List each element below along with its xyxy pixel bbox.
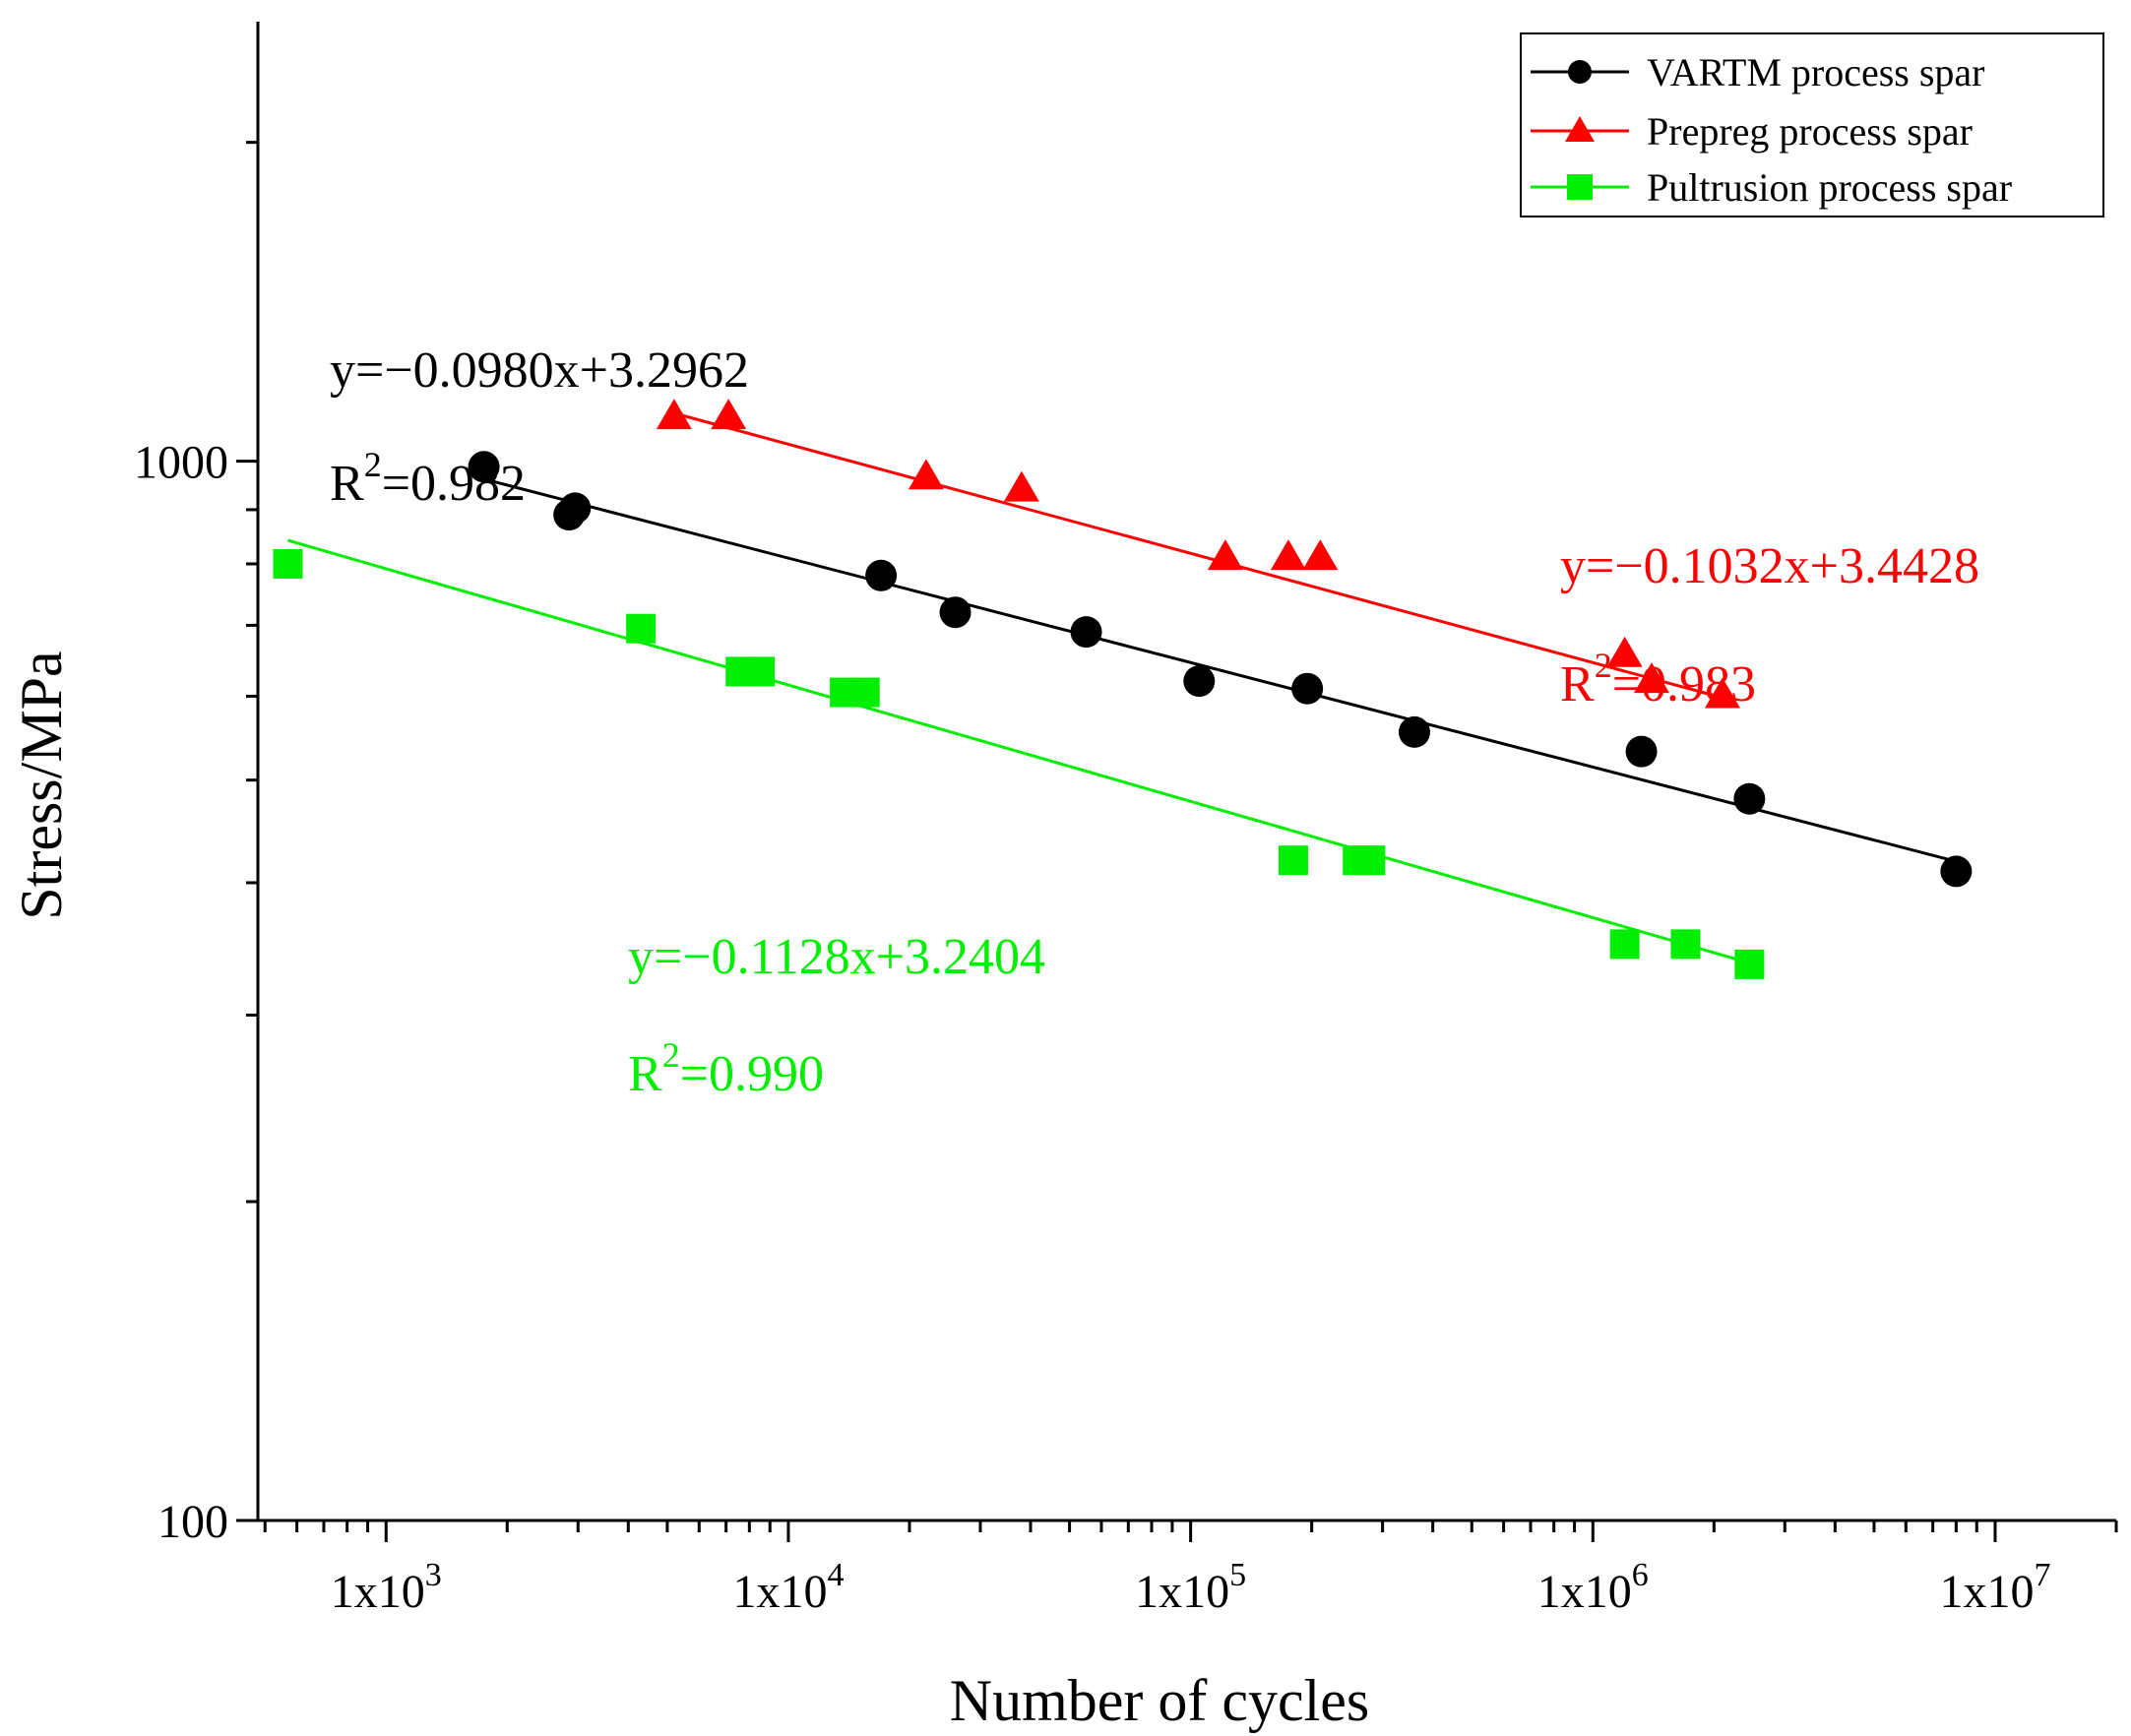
x-tick-label-base: 1x10 (331, 1566, 425, 1618)
legend-marker-prepreg (1565, 116, 1595, 142)
pultrusion-point (1609, 929, 1640, 960)
vartm-r2-value: =0.982 (382, 456, 526, 512)
prepreg-fit-line (673, 411, 1724, 700)
pultrusion-equation: y=−0.1128x+3.2404 (628, 929, 1045, 985)
prepreg-r2-prefix: R (1560, 656, 1595, 713)
legend-item-prepreg: Prepreg process spar (1531, 109, 1973, 154)
vartm-equation: y=−0.0980x+3.2962 (330, 342, 749, 399)
pultrusion-point (1355, 845, 1386, 876)
x-tick-label: 1x104 (732, 1557, 844, 1618)
pultrusion-point (1670, 929, 1701, 960)
y-tick-label: 100 (157, 1496, 228, 1548)
vartm-r2: R2=0.982 (330, 445, 526, 512)
x-tick-label-exp: 7 (2034, 1557, 2050, 1593)
legend-marker-pultrusion (1567, 174, 1593, 200)
prepreg-r2: R2=0.983 (1560, 646, 1756, 713)
vartm-fit-line (483, 477, 1957, 863)
x-tick-label: 1x105 (1135, 1557, 1246, 1618)
fit-lines (287, 411, 1957, 964)
prepreg-point (1634, 662, 1670, 694)
vartm-point (939, 596, 971, 629)
prepreg-r2-value: =0.983 (1612, 656, 1756, 713)
prepreg-point (908, 459, 944, 490)
vartm-point (468, 451, 500, 483)
legend-label-pultrusion: Pultrusion process spar (1647, 165, 2012, 210)
prepreg-point (1003, 470, 1039, 502)
pultrusion-point (626, 613, 657, 644)
vartm-point (865, 559, 898, 591)
legend-item-pultrusion: Pultrusion process spar (1531, 165, 2012, 210)
legend-label-vartm: VARTM process spar (1647, 50, 1985, 94)
x-tick-label-base: 1x10 (1939, 1566, 2034, 1618)
pultrusion-fit-line (287, 538, 1750, 964)
x-tick-label: 1x103 (331, 1557, 442, 1618)
vartm-r2-exp: 2 (364, 445, 382, 484)
pultrusion-r2-exp: 2 (662, 1035, 680, 1075)
vartm-point (559, 492, 592, 525)
prepreg-point (1302, 539, 1339, 571)
prepreg-point (1270, 539, 1306, 571)
prepreg-point (711, 399, 747, 430)
x-axis-title: Number of cycles (950, 1668, 1370, 1733)
y-axis-title: Stress/MPa (9, 651, 74, 919)
pultrusion-point (1734, 949, 1765, 979)
x-tick-label: 1x107 (1939, 1557, 2050, 1618)
legend-label-prepreg: Prepreg process spar (1647, 109, 1973, 154)
vartm-point (1183, 665, 1216, 698)
vartm-point (1398, 715, 1430, 748)
x-tick-label-base: 1x10 (1135, 1566, 1229, 1618)
vartm-point (1070, 616, 1102, 649)
y-tick-label: 1000 (134, 437, 228, 489)
prepreg-equation: y=−0.1032x+3.4428 (1560, 538, 1979, 594)
prepreg-point (1207, 539, 1243, 571)
prepreg-point (1606, 636, 1643, 667)
legend-item-vartm: VARTM process spar (1531, 50, 1985, 94)
pultrusion-point (745, 656, 776, 687)
x-tick-label-base: 1x10 (1537, 1566, 1632, 1618)
prepreg-point (656, 399, 692, 430)
prepreg-r2-exp: 2 (1595, 646, 1612, 685)
vartm-point (1733, 782, 1766, 815)
vartm-point (1291, 672, 1324, 705)
annotation-prepreg: y=−0.1032x+3.4428 R2=0.983 (1560, 538, 1979, 713)
annotation-vartm: y=−0.0980x+3.2962 R2=0.982 (330, 342, 749, 512)
pultrusion-point (273, 548, 303, 579)
x-tick-label-exp: 5 (1229, 1557, 1246, 1593)
x-tick-label-exp: 3 (425, 1557, 442, 1593)
x-tick-label-exp: 4 (827, 1557, 844, 1593)
pultrusion-r2-value: =0.990 (680, 1046, 824, 1102)
pultrusion-point (849, 677, 880, 708)
data-points (273, 399, 1973, 979)
x-tick-label-base: 1x10 (732, 1566, 827, 1618)
pultrusion-r2-prefix: R (628, 1046, 662, 1102)
annotation-pultrusion: y=−0.1128x+3.2404 R2=0.990 (628, 929, 1045, 1102)
legend: VARTM process spar Prepreg process spar … (1520, 32, 2104, 217)
pultrusion-r2: R2=0.990 (628, 1035, 824, 1102)
x-tick-label: 1x106 (1537, 1557, 1649, 1618)
prepreg-point (1704, 677, 1740, 709)
pultrusion-point (1278, 845, 1308, 876)
vartm-point (1940, 855, 1973, 888)
x-tick-label-exp: 6 (1632, 1557, 1649, 1593)
legend-marker-vartm (1568, 60, 1592, 84)
vartm-point (1625, 735, 1658, 768)
vartm-r2-prefix: R (330, 456, 364, 512)
